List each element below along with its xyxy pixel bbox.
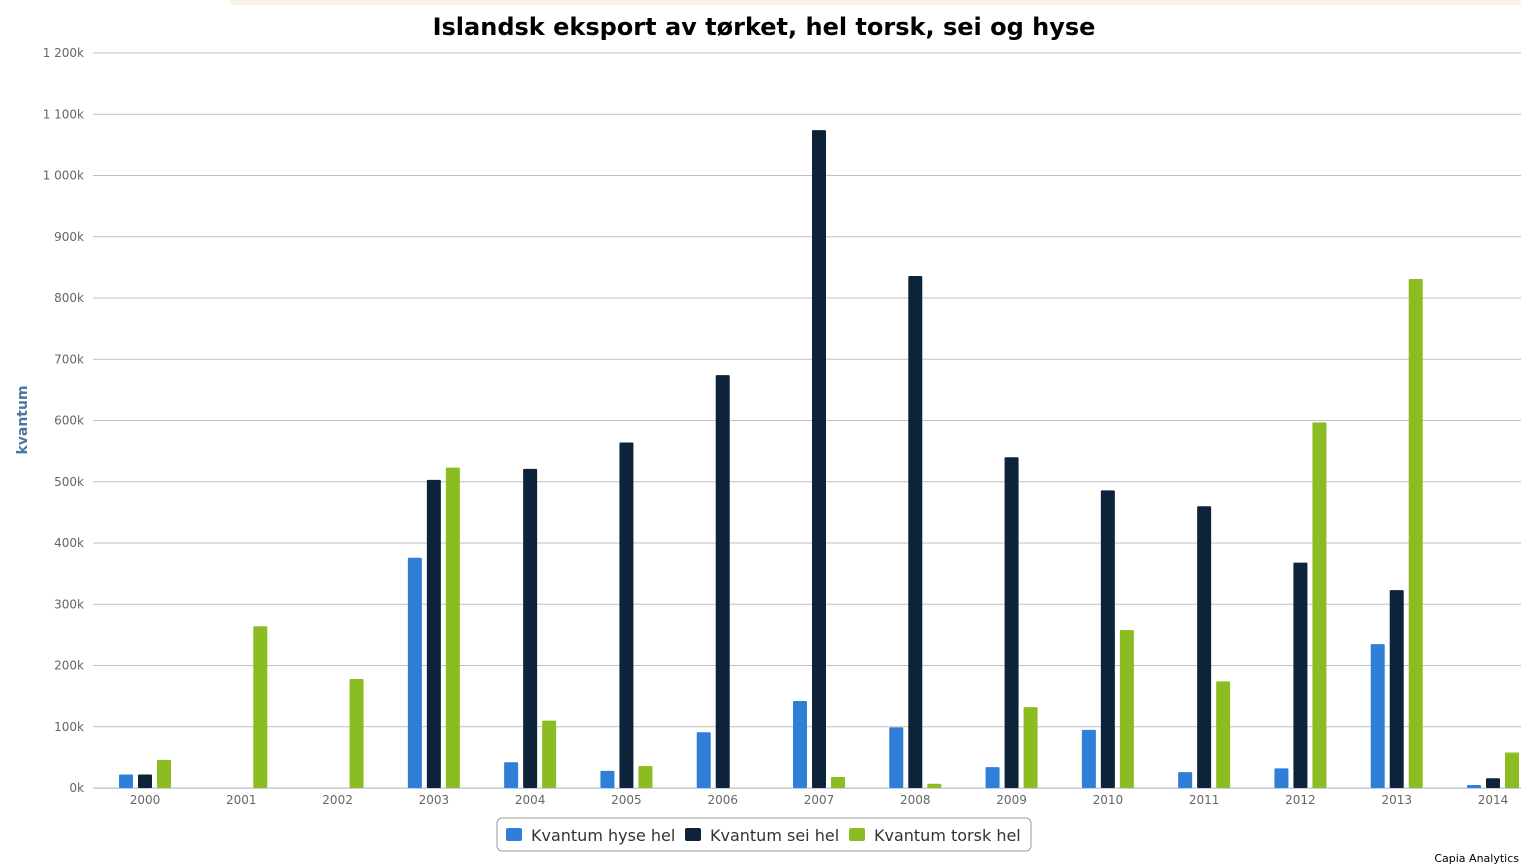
bar[interactable] <box>889 727 904 788</box>
bar[interactable] <box>1467 784 1481 788</box>
y-tick-label: 400k <box>54 536 84 550</box>
legend[interactable]: Kvantum hyse hel Kvantum sei hel Kvantum t… <box>496 817 1032 852</box>
legend-swatch[interactable] <box>506 828 522 841</box>
y-tick-label: 1 000k <box>43 169 84 183</box>
x-tick-label: 2011 <box>1189 793 1220 807</box>
bar[interactable] <box>927 783 942 788</box>
x-tick-label: 2014 <box>1478 793 1509 807</box>
bar[interactable] <box>138 774 152 788</box>
bar[interactable] <box>1100 490 1115 788</box>
x-tick-label: 2005 <box>611 793 642 807</box>
bar-layer <box>119 130 1519 789</box>
legend-item-label[interactable]: Kvantum torsk hel <box>874 826 1021 845</box>
y-tick-label: 800k <box>54 291 84 305</box>
x-tick-label: 2001 <box>226 793 257 807</box>
bar[interactable] <box>793 701 807 788</box>
bar[interactable] <box>1486 778 1500 788</box>
x-tick-label: 2007 <box>804 793 835 807</box>
bar[interactable] <box>715 375 730 788</box>
x-tick-label: 2013 <box>1381 793 1412 807</box>
bar[interactable] <box>1312 422 1327 788</box>
bar[interactable] <box>523 468 538 788</box>
bar[interactable] <box>1389 590 1404 788</box>
bar[interactable] <box>600 770 615 788</box>
y-tick-label: 500k <box>54 475 84 489</box>
bar[interactable] <box>1081 729 1096 788</box>
axis-layer: 0k 100k 200k 300k 400k 500k 600k 700k 800k 900k 1 … <box>43 46 1521 807</box>
bar[interactable] <box>1216 681 1231 788</box>
bar[interactable] <box>831 776 845 788</box>
bar[interactable] <box>445 467 460 788</box>
bar[interactable] <box>542 720 557 788</box>
bar[interactable] <box>349 678 364 788</box>
bar[interactable] <box>619 442 634 788</box>
legend-item-label[interactable]: Kvantum hyse hel <box>531 826 675 845</box>
bar[interactable] <box>1408 279 1423 788</box>
bar[interactable] <box>985 767 1000 788</box>
bar[interactable] <box>407 557 422 788</box>
bar[interactable] <box>1178 772 1193 788</box>
bar[interactable] <box>253 626 268 788</box>
x-tick-label: 2010 <box>1093 793 1124 807</box>
top-accent-strip <box>230 0 1521 5</box>
y-tick-label: 0k <box>69 781 84 795</box>
y-tick-label: 900k <box>54 230 84 244</box>
bar[interactable] <box>1119 629 1134 788</box>
y-tick-label: 100k <box>54 720 84 734</box>
x-tick-label: 2006 <box>707 793 738 807</box>
bar[interactable] <box>1370 644 1385 788</box>
bar[interactable] <box>696 732 711 788</box>
x-tick-label: 2012 <box>1285 793 1316 807</box>
credit-label[interactable]: Capia Analytics <box>1434 852 1519 865</box>
legend-swatch[interactable] <box>685 828 701 841</box>
x-tick-label: 2004 <box>515 793 546 807</box>
bar[interactable] <box>1274 768 1289 788</box>
grid-layer <box>93 52 1521 789</box>
bar[interactable] <box>1023 707 1038 788</box>
y-tick-label: 700k <box>54 352 84 366</box>
x-tick-label: 2009 <box>996 793 1027 807</box>
x-tick-label: 2003 <box>419 793 450 807</box>
x-tick-label: 2002 <box>322 793 353 807</box>
bar[interactable] <box>1505 752 1519 788</box>
bar[interactable] <box>1293 562 1308 788</box>
bar[interactable] <box>812 130 826 789</box>
legend-item-label[interactable]: Kvantum sei hel <box>710 826 839 845</box>
legend-box <box>496 817 1032 852</box>
bar[interactable] <box>426 479 441 788</box>
bar[interactable] <box>638 765 653 788</box>
y-tick-label: 1 100k <box>43 107 84 121</box>
bar[interactable] <box>119 774 133 788</box>
legend-swatch[interactable] <box>849 828 865 841</box>
y-axis-title: kvantum <box>15 385 31 454</box>
bar[interactable] <box>1197 506 1212 788</box>
bar[interactable] <box>908 275 923 788</box>
y-tick-label: 1 200k <box>43 46 84 60</box>
bar[interactable] <box>1004 457 1019 788</box>
x-tick-label: 2008 <box>900 793 931 807</box>
y-tick-label: 300k <box>54 597 84 611</box>
x-tick-label: 2000 <box>130 793 161 807</box>
bar[interactable] <box>157 759 171 788</box>
y-tick-label: 200k <box>54 659 84 673</box>
chart-title: Islandsk eksport av tørket, hel torsk, s… <box>433 13 1096 41</box>
y-tick-label: 600k <box>54 414 84 428</box>
bar[interactable] <box>504 762 519 788</box>
